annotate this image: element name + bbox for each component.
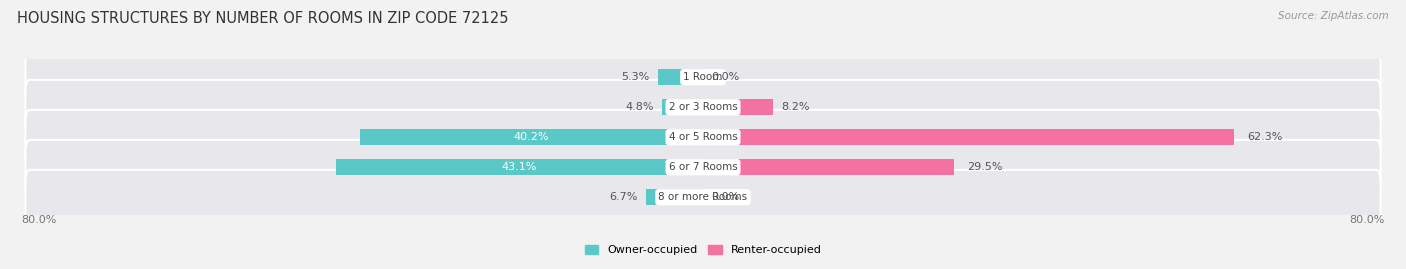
Bar: [336, 159, 703, 175]
Bar: [703, 159, 955, 175]
Text: 40.2%: 40.2%: [515, 132, 550, 142]
Text: Source: ZipAtlas.com: Source: ZipAtlas.com: [1278, 11, 1389, 21]
Text: 4 or 5 Rooms: 4 or 5 Rooms: [669, 132, 737, 142]
Text: 0.0%: 0.0%: [711, 192, 740, 202]
Bar: [703, 99, 773, 115]
FancyBboxPatch shape: [25, 110, 1381, 164]
FancyBboxPatch shape: [25, 50, 1381, 104]
Text: 5.3%: 5.3%: [621, 72, 650, 82]
Text: HOUSING STRUCTURES BY NUMBER OF ROOMS IN ZIP CODE 72125: HOUSING STRUCTURES BY NUMBER OF ROOMS IN…: [17, 11, 509, 26]
Text: 62.3%: 62.3%: [1247, 132, 1282, 142]
Text: 1 Room: 1 Room: [683, 72, 723, 82]
Text: 0.0%: 0.0%: [711, 72, 740, 82]
Text: 4.8%: 4.8%: [626, 102, 654, 112]
Bar: [645, 189, 703, 206]
Text: 80.0%: 80.0%: [1350, 215, 1385, 225]
Legend: Owner-occupied, Renter-occupied: Owner-occupied, Renter-occupied: [581, 240, 825, 260]
FancyBboxPatch shape: [25, 80, 1381, 134]
Bar: [662, 99, 703, 115]
Text: 8 or more Rooms: 8 or more Rooms: [658, 192, 748, 202]
Text: 43.1%: 43.1%: [502, 162, 537, 172]
Text: 2 or 3 Rooms: 2 or 3 Rooms: [669, 102, 737, 112]
Text: 80.0%: 80.0%: [21, 215, 56, 225]
Bar: [658, 69, 703, 86]
FancyBboxPatch shape: [25, 140, 1381, 194]
Text: 8.2%: 8.2%: [782, 102, 810, 112]
FancyBboxPatch shape: [25, 170, 1381, 225]
Text: 6 or 7 Rooms: 6 or 7 Rooms: [669, 162, 737, 172]
Bar: [360, 129, 703, 146]
Text: 29.5%: 29.5%: [967, 162, 1002, 172]
Text: 6.7%: 6.7%: [609, 192, 637, 202]
Bar: [703, 129, 1234, 146]
